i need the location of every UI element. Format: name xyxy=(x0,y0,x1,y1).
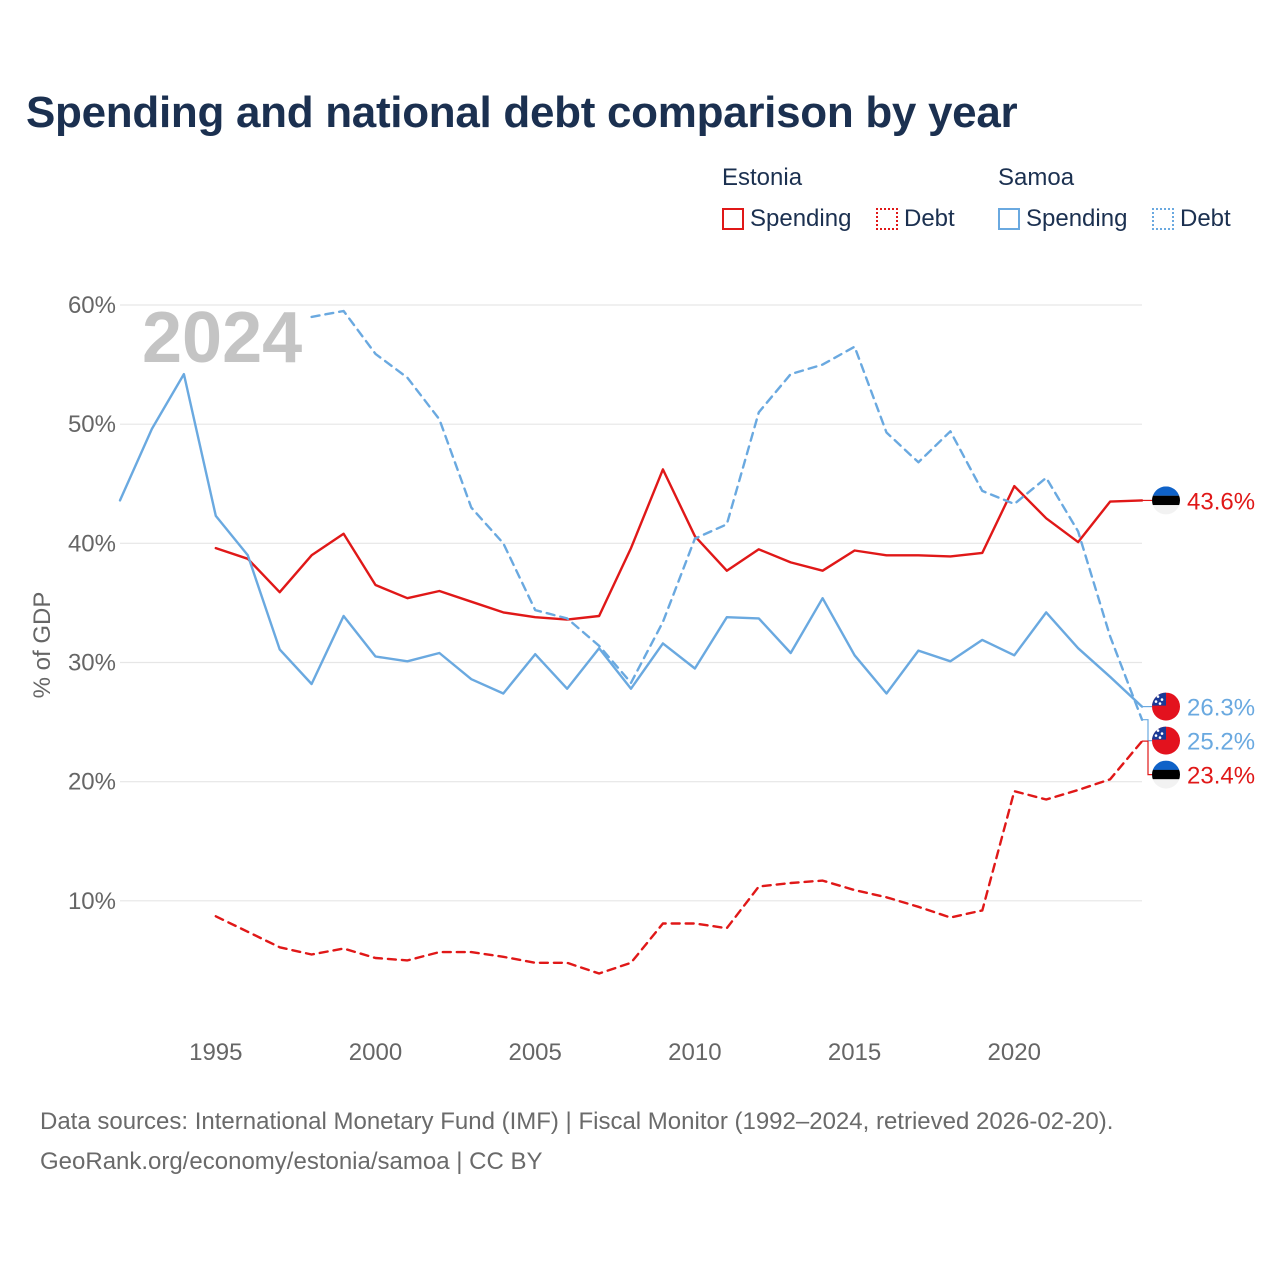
footer-attribution: GeoRank.org/economy/estonia/samoa | CC B… xyxy=(40,1148,543,1175)
year-watermark: 2024 xyxy=(142,298,302,378)
legend-swatch-solid xyxy=(998,208,1020,230)
series-layer xyxy=(118,309,1144,975)
estonia-flag-icon xyxy=(1152,486,1180,515)
y-tick-label: 60% xyxy=(68,292,116,319)
series-line-samoa-debt[interactable] xyxy=(310,309,1144,721)
legend-label: Spending xyxy=(750,205,852,232)
legend-swatch-dotted xyxy=(876,208,898,230)
end-value-label: 43.6% xyxy=(1187,488,1255,515)
series-line-samoa-spending[interactable] xyxy=(118,372,1144,708)
legend-group-estonia: Estonia xyxy=(722,164,803,191)
series-line-estonia-spending[interactable] xyxy=(214,468,1144,621)
legend-swatch-dotted xyxy=(1152,208,1174,230)
end-label-connector xyxy=(1142,740,1152,776)
legend-label: Spending xyxy=(1026,205,1128,232)
x-tick-label: 2005 xyxy=(508,1039,561,1066)
x-tick-label: 2020 xyxy=(988,1039,1041,1066)
y-tick-label: 50% xyxy=(68,411,116,438)
x-tick-label: 2000 xyxy=(349,1039,402,1066)
legend-samoa-spending[interactable]: Spending xyxy=(998,205,1127,233)
legend-label: Debt xyxy=(904,205,955,232)
y-tick-label: 40% xyxy=(68,530,116,557)
legend-swatch-solid xyxy=(722,208,744,230)
legend-estonia-debt[interactable]: Debt xyxy=(876,205,955,233)
legend-estonia-spending[interactable]: Spending xyxy=(722,205,851,233)
legend-samoa-debt[interactable]: Debt xyxy=(1152,205,1231,233)
y-tick-label: 10% xyxy=(68,888,116,915)
footer-sources: Data sources: International Monetary Fun… xyxy=(40,1108,1114,1135)
end-value-label: 25.2% xyxy=(1187,729,1255,756)
y-axis-label: % of GDP xyxy=(29,592,56,699)
end-value-label: 26.3% xyxy=(1187,695,1255,722)
grid-layer: 10% 20% 30% 40% 50% 60% 1995 2000 2005 2010 2015 20… xyxy=(68,292,1142,1066)
x-tick-label: 2015 xyxy=(828,1039,881,1066)
end-label-layer: 43.6% 26.3% 25.2% 23.4% xyxy=(1142,486,1255,790)
x-tick-label: 1995 xyxy=(189,1039,242,1066)
samoa-flag-icon xyxy=(1152,692,1180,721)
estonia-flag-icon xyxy=(1152,760,1180,789)
chart-title: Spending and national debt comparison by… xyxy=(26,88,1018,137)
samoa-flag-icon xyxy=(1152,726,1180,755)
end-label-connector xyxy=(1142,719,1152,742)
y-tick-label: 20% xyxy=(68,769,116,796)
series-line-estonia-debt[interactable] xyxy=(214,740,1144,975)
legend-group-samoa: Samoa xyxy=(998,164,1075,191)
legend-label: Debt xyxy=(1180,205,1231,232)
y-tick-label: 30% xyxy=(68,650,116,677)
x-tick-label: 2010 xyxy=(668,1039,721,1066)
end-value-label: 23.4% xyxy=(1187,763,1255,790)
